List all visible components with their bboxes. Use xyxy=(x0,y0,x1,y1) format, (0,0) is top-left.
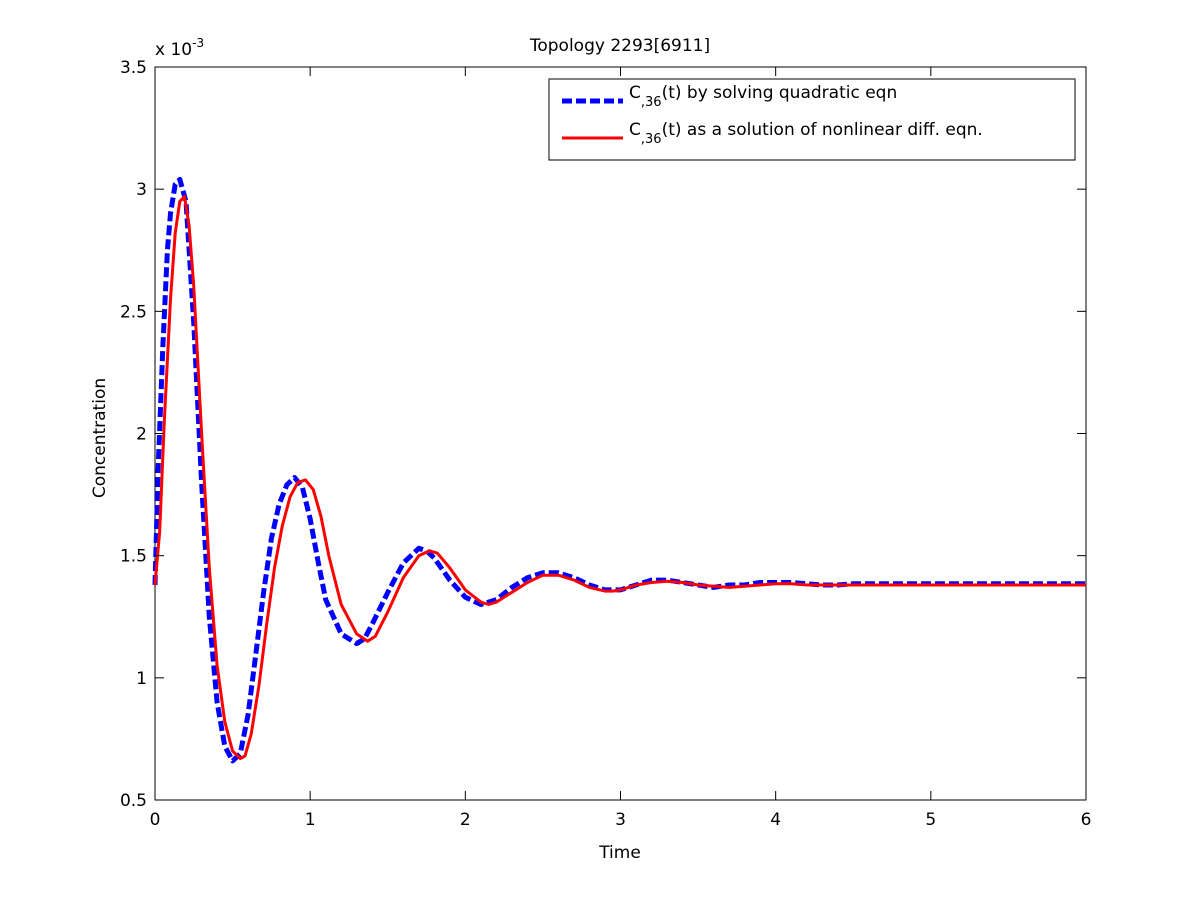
legend-label-series-2: C,36(t) as a solution of nonlinear diff.… xyxy=(629,120,983,147)
y-axis-label: Concentration xyxy=(90,378,110,498)
y-tick-label: 2.5 xyxy=(120,302,147,322)
legend: C,36(t) by solving quadratic eqn C,36(t)… xyxy=(548,78,1076,161)
x-tick-label: 1 xyxy=(305,810,316,830)
series-layer xyxy=(152,176,1086,764)
svg-text:x 10-3: x 10-3 xyxy=(155,36,204,60)
y-tick-label: 1 xyxy=(136,669,147,689)
y-tick-label: 3.5 xyxy=(120,58,147,78)
series-line-2 xyxy=(153,195,1086,760)
legend-label-series-1: C,36(t) by solving quadratic eqn xyxy=(629,83,897,110)
x-tick-label: 5 xyxy=(925,810,936,830)
x-tick-label: 6 xyxy=(1081,810,1092,830)
x-tick-label: 2 xyxy=(460,810,471,830)
axes-box xyxy=(154,66,1087,801)
x-tick-label: 3 xyxy=(615,810,626,830)
y-multiplier-label: x 10-3 xyxy=(155,36,204,60)
x-axis-label: Time xyxy=(598,843,641,863)
y-tick-label: 1.5 xyxy=(120,547,147,567)
plot-area: 0 1 2 3 4 5 6 0.5 1 1.5 2 2.5 3 3.5 xyxy=(120,58,1091,830)
y-tick-label: 2 xyxy=(136,425,147,445)
y-multiplier-exponent: -3 xyxy=(192,36,204,50)
ticks-layer: 0 1 2 3 4 5 6 0.5 1 1.5 2 2.5 3 3.5 xyxy=(120,58,1091,830)
y-tick-label: 3 xyxy=(136,180,147,200)
y-tick-label: 0.5 xyxy=(120,791,147,811)
x-tick-label: 0 xyxy=(150,810,161,830)
y-multiplier-base: x 10 xyxy=(155,40,192,60)
chart-title: Topology 2293[6911] xyxy=(529,36,710,56)
x-tick-label: 4 xyxy=(770,810,781,830)
legend-box xyxy=(548,78,1076,161)
